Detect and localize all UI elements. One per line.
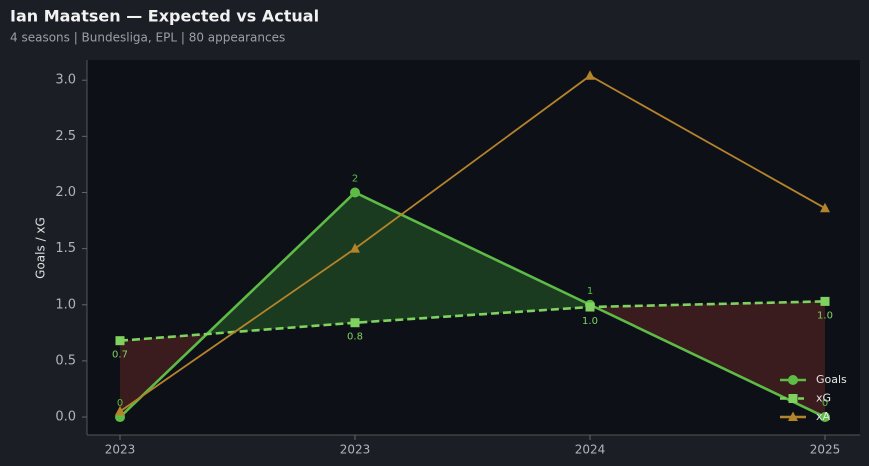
data-label: 1.0 <box>582 316 598 327</box>
point <box>115 336 125 346</box>
y-tick-label: 2.0 <box>55 185 76 200</box>
x-tick-label: 2023 <box>105 443 136 457</box>
y-tick-label: 3.0 <box>55 73 76 88</box>
legend-marker <box>788 411 798 421</box>
y-tick-label: 2.5 <box>55 129 76 144</box>
data-label: 2 <box>352 173 358 184</box>
point <box>350 318 360 328</box>
legend-marker <box>788 394 798 403</box>
point <box>585 70 595 80</box>
data-label: 0.7 <box>112 350 128 361</box>
point <box>350 187 360 198</box>
series-line <box>119 190 826 419</box>
chart-subtitle: 4 seasons | Bundesliga, EPL | 80 appeara… <box>10 31 285 45</box>
point <box>115 405 125 416</box>
series-line <box>119 74 826 413</box>
x-tick-label: 2023 <box>340 443 371 457</box>
series-line <box>119 300 826 342</box>
y-tick-label: 1.0 <box>55 297 76 312</box>
data-label: 1 <box>587 286 593 297</box>
legend-label: xA <box>816 410 831 423</box>
x-tick-label: 2024 <box>575 443 606 457</box>
data-label: 0.8 <box>347 332 363 343</box>
x-tick-label: 2025 <box>810 443 841 457</box>
y-axis-label: Goals / xG <box>34 217 48 279</box>
data-label: 1.0 <box>817 310 833 321</box>
chart-title: Ian Maatsen — Expected vs Actual <box>10 7 319 26</box>
legend-label: Goals <box>816 373 847 386</box>
data-label: 0 <box>822 398 828 409</box>
y-tick-label: 1.5 <box>55 241 76 256</box>
point <box>350 243 360 253</box>
y-tick-label: 0.5 <box>55 353 76 368</box>
legend-marker <box>788 375 798 385</box>
data-label: 0 <box>117 398 123 409</box>
point <box>585 302 595 312</box>
point <box>820 202 830 213</box>
y-tick-label: 0.0 <box>55 410 76 425</box>
point <box>820 296 830 306</box>
legend-label: xG <box>816 392 831 405</box>
diff-fill <box>355 192 590 323</box>
point <box>820 412 830 423</box>
